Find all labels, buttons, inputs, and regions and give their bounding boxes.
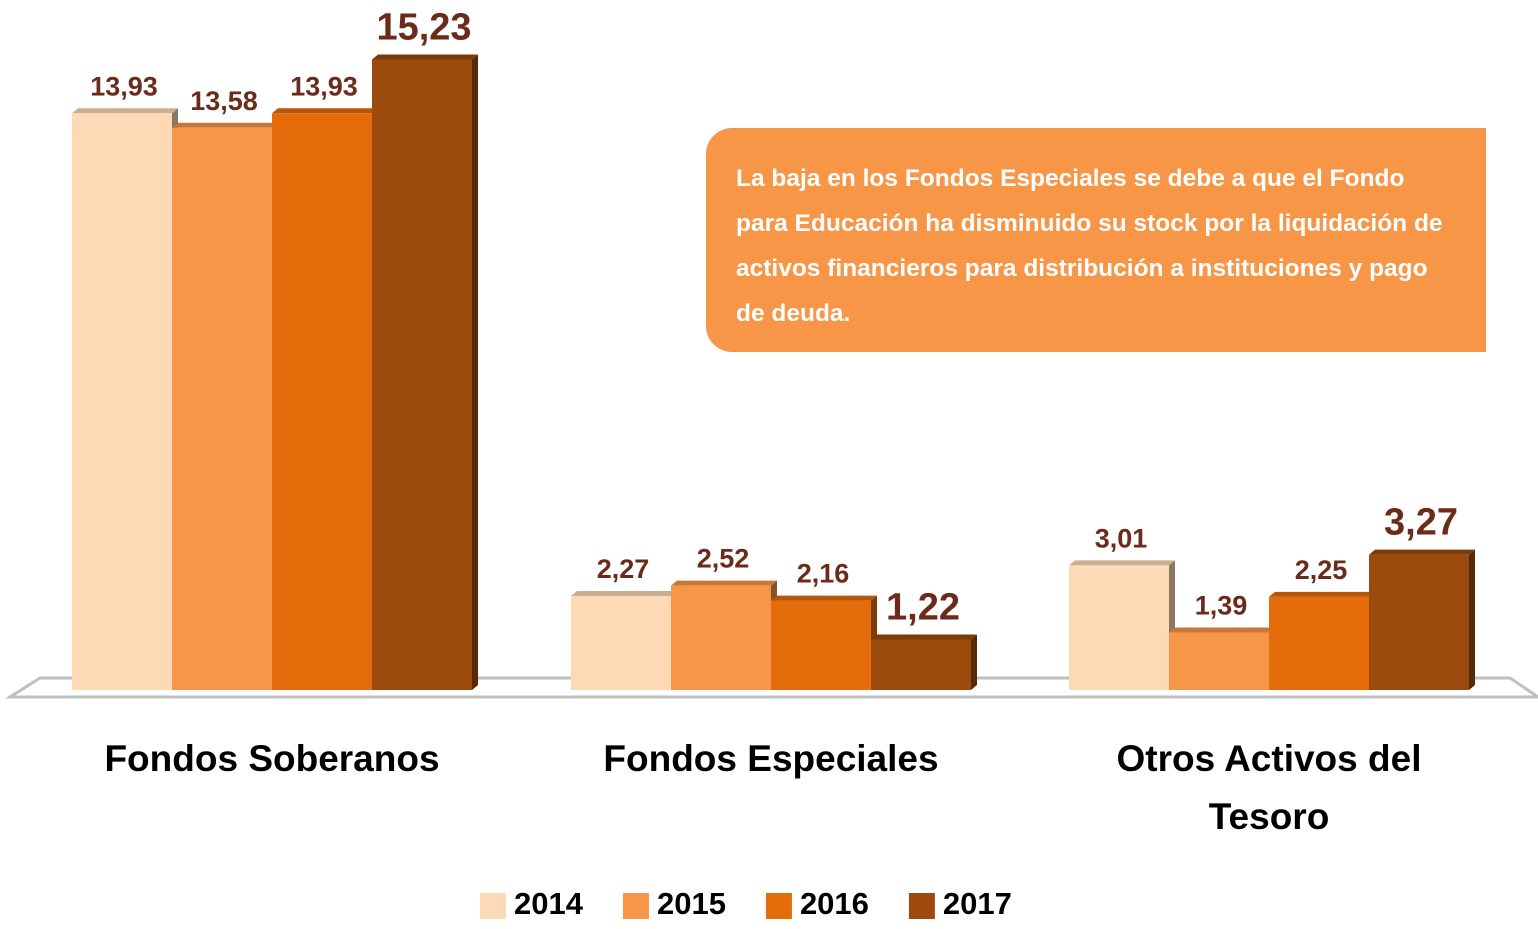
bar-top	[1169, 627, 1275, 633]
x-tick-label: Otros Activos del Tesoro	[1116, 738, 1422, 837]
value-label: 3,01	[1095, 523, 1148, 553]
bar-top	[871, 634, 977, 640]
bar	[771, 600, 871, 690]
bar	[372, 59, 472, 690]
bar	[72, 113, 172, 691]
value-label: 2,16	[797, 559, 850, 589]
legend-swatch	[480, 893, 506, 919]
bar	[1369, 554, 1469, 690]
value-label: 3,27	[1384, 502, 1458, 544]
bar	[671, 585, 771, 690]
x-tick-label: Fondos Soberanos	[104, 738, 440, 779]
value-label: 1,39	[1195, 590, 1248, 620]
value-label: 13,93	[290, 71, 358, 101]
bar-top	[372, 54, 478, 60]
legend-label: 2014	[514, 886, 584, 921]
bar-top	[671, 580, 777, 586]
bar-side	[971, 634, 977, 690]
bar	[1269, 596, 1369, 690]
bar-side	[472, 54, 478, 690]
bar	[571, 596, 671, 690]
value-label: 2,25	[1295, 555, 1348, 585]
bar-top	[1269, 591, 1375, 597]
bar-top	[771, 595, 877, 601]
annotation: La baja en los Fondos Especiales se debe…	[706, 128, 1486, 352]
legend-swatch	[622, 893, 649, 919]
bar-top	[1369, 549, 1475, 555]
bar	[871, 639, 971, 690]
legend-label: 2015	[657, 886, 726, 921]
legend-label: 2017	[943, 886, 1012, 921]
value-label: 1,22	[886, 586, 960, 628]
legend-swatch	[765, 893, 792, 919]
value-label: 15,23	[376, 6, 471, 48]
legend-label: 2016	[800, 886, 869, 921]
value-label: 2,52	[697, 544, 750, 574]
legend-swatch	[908, 893, 935, 919]
bar-top	[571, 591, 677, 597]
value-label: 2,27	[597, 554, 650, 584]
bar	[272, 113, 372, 691]
bar-top	[272, 108, 378, 114]
value-label: 13,58	[190, 86, 258, 116]
bar-side	[1469, 549, 1475, 690]
bar-top	[1069, 560, 1175, 566]
bar-top	[72, 108, 178, 114]
x-tick-label: Fondos Especiales	[603, 738, 939, 779]
bar	[1069, 565, 1169, 690]
bar	[1169, 632, 1269, 690]
bar	[172, 127, 272, 690]
bar-top	[172, 122, 278, 128]
value-label: 13,93	[90, 71, 158, 101]
